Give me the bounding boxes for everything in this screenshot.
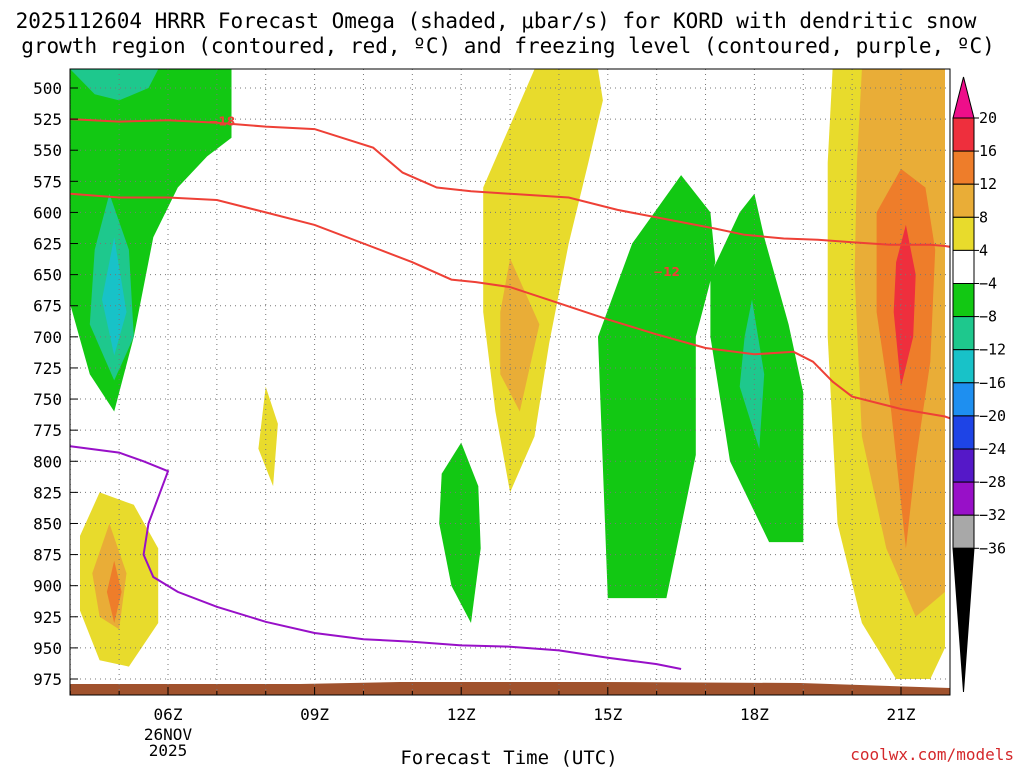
y-tick-label-525: 525 <box>33 110 62 129</box>
y-tick-label-725: 725 <box>33 359 62 378</box>
y-tick-label-800: 800 <box>33 452 62 471</box>
temperature-contours: −18 −12 <box>70 115 950 670</box>
y-tick-label-650: 650 <box>33 266 62 285</box>
x-tick-label-18Z: 18Z <box>740 705 769 724</box>
y-tick-label-575: 575 <box>33 172 62 191</box>
omega-region-4 <box>483 69 603 493</box>
y-tick-label-850: 850 <box>33 514 62 533</box>
y-tick-label-900: 900 <box>33 577 62 596</box>
colorbar-top-arrow <box>952 76 975 119</box>
credit-text: coolwx.com/models <box>850 745 1014 764</box>
colorbar-label-8: −16 <box>979 374 1006 392</box>
y-tick-label-500: 500 <box>33 79 62 98</box>
colorbar-band-11 <box>952 448 975 483</box>
chart-title-line-2: growth region (contoured, red, ºC) and f… <box>21 34 995 58</box>
colorbar-band-8 <box>952 349 975 384</box>
x-tick-label-06Z: 06Z <box>154 705 183 724</box>
y-tick-label-950: 950 <box>33 639 62 658</box>
colorbar-band-10 <box>952 415 975 450</box>
colorbar-label-1: 16 <box>979 142 997 160</box>
chart-title-line-1: 2025112604 HRRR Forecast Omega (shaded, … <box>16 9 977 33</box>
y-tick-label-750: 750 <box>33 390 62 409</box>
colorbar-band-2 <box>952 150 975 185</box>
y-tick-label-625: 625 <box>33 235 62 254</box>
colorbar-label-5: −4 <box>979 275 997 293</box>
y-tick-label-825: 825 <box>33 483 62 502</box>
colorbar-label-9: −20 <box>979 407 1006 425</box>
colorbar-label-10: −24 <box>979 440 1006 458</box>
date-line-day: 26NOV <box>144 725 193 744</box>
omega-region-8 <box>500 258 540 412</box>
colorbar-label-3: 8 <box>979 208 988 226</box>
x-tick-label-09Z: 09Z <box>300 705 329 724</box>
contour-label-1: −12 <box>653 265 680 279</box>
omega-region-16 <box>893 224 916 387</box>
colorbar-band-1 <box>952 117 975 152</box>
colorbar-band-12 <box>952 481 975 516</box>
colorbar-band-4 <box>952 216 975 251</box>
colorbar-label-4: 4 <box>979 241 988 259</box>
colorbar-bottom-arrow <box>952 547 975 693</box>
x-tick-label-21Z: 21Z <box>887 705 916 724</box>
colorbar-band-7 <box>952 316 975 351</box>
omega-shading-layer <box>70 69 950 695</box>
contour-line-1 <box>70 192 950 420</box>
y-tick-label-675: 675 <box>33 297 62 316</box>
y-tick-label-775: 775 <box>33 421 62 440</box>
colorbar: 20 16 12 8 4 −4 −8 −12 −16 −20 −24 −28 −32 −36 <box>952 76 1006 693</box>
y-tick-label-975: 975 <box>33 670 62 689</box>
colorbar-label-12: −32 <box>979 506 1006 524</box>
y-tick-label-550: 550 <box>33 141 62 160</box>
colorbar-label-7: −12 <box>979 341 1006 359</box>
omega-region--8 <box>70 69 159 101</box>
omega-region--4 <box>439 442 481 623</box>
contour-line-0 <box>70 118 950 248</box>
colorbar-band-9 <box>952 382 975 417</box>
colorbar-band-6 <box>952 283 975 318</box>
colorbar-label-6: −8 <box>979 308 997 326</box>
axes: 500 525 550 575 600 625 650 675 700 725 750 775 800 8… <box>33 68 951 724</box>
colorbar-label-11: −28 <box>979 473 1006 491</box>
omega-region-12 <box>106 560 122 623</box>
date-line-year: 2025 <box>149 741 188 760</box>
x-axis-label: Forecast Time (UTC) <box>400 747 617 768</box>
x-tick-label-15Z: 15Z <box>593 705 622 724</box>
colorbar-band-3 <box>952 183 975 218</box>
y-tick-label-875: 875 <box>33 546 62 565</box>
omega-region-4 <box>258 386 278 487</box>
colorbar-label-2: 12 <box>979 175 997 193</box>
y-tick-label-600: 600 <box>33 203 62 222</box>
contour-label-0: −18 <box>208 115 235 129</box>
gridlines <box>69 69 950 695</box>
x-tick-label-12Z: 12Z <box>447 705 476 724</box>
omega-region--12 <box>102 237 127 356</box>
ground-terrain <box>70 682 950 695</box>
colorbar-label-0: 20 <box>979 109 997 127</box>
y-tick-label-700: 700 <box>33 328 62 347</box>
contour-line-2 <box>70 445 682 670</box>
colorbar-band-5 <box>952 249 975 284</box>
y-tick-label-925: 925 <box>33 608 62 627</box>
colorbar-band-13 <box>952 514 975 549</box>
colorbar-label-13: −36 <box>979 539 1006 557</box>
